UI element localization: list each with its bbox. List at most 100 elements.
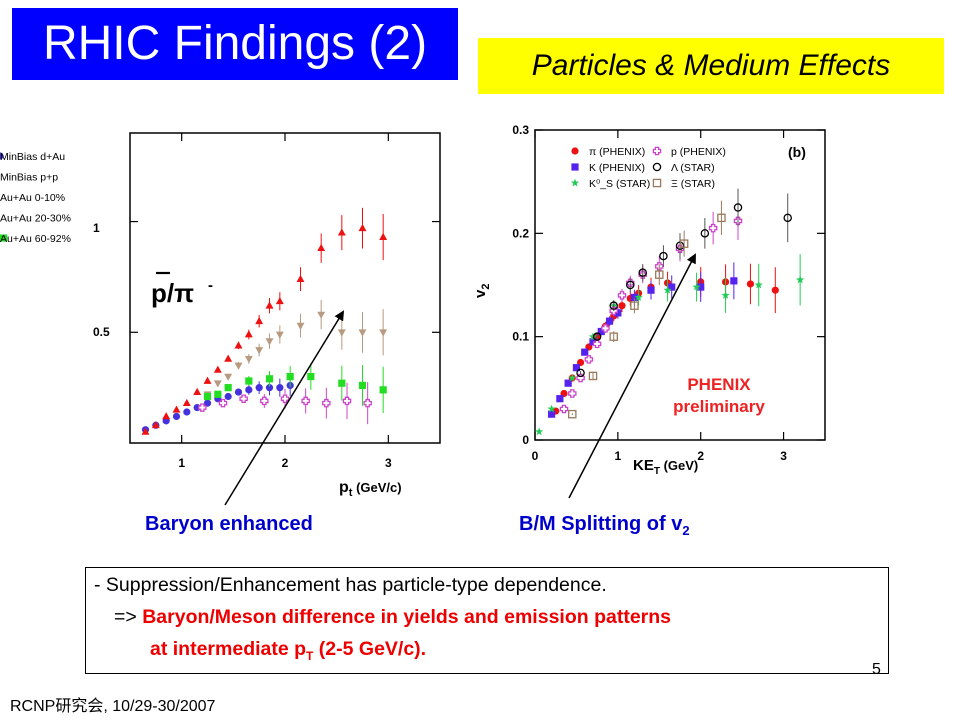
data-point (597, 327, 605, 336)
data-point (245, 386, 253, 394)
data-point (592, 332, 602, 341)
data-point (172, 412, 181, 421)
right-annotation-line1: PHENIX (687, 375, 751, 394)
legend-label: π (PHENIX) (589, 146, 645, 158)
data-point (588, 371, 598, 381)
left-ytick-label: 0.5 (93, 325, 110, 339)
data-point (214, 390, 222, 398)
data-point (783, 213, 792, 223)
data-point (358, 329, 367, 337)
data-point (796, 275, 805, 284)
note-highlight-2-sub: T (306, 648, 314, 663)
data-point (234, 388, 243, 396)
data-point (172, 405, 181, 413)
slide-title: RHIC Findings (2) (12, 8, 458, 80)
y-tick-label: 0.2 (512, 226, 529, 240)
data-point (568, 409, 577, 419)
data-point (659, 251, 668, 261)
left-xlabel-main: p (339, 479, 349, 496)
data-point (322, 398, 331, 408)
right-xlabel: KET (GeV) (633, 457, 698, 477)
data-point (255, 316, 264, 325)
data-point (668, 283, 676, 291)
legend-marker (652, 178, 662, 188)
data-point (547, 404, 556, 413)
data-point (265, 384, 274, 392)
data-point (337, 228, 346, 236)
x-tick-label: 2 (282, 456, 289, 470)
data-point (733, 203, 743, 212)
data-point (275, 296, 284, 305)
data-point (317, 311, 326, 319)
left-plot-frame (129, 132, 441, 444)
data-point (265, 301, 274, 309)
x-tick-label: 1 (615, 449, 622, 463)
legend-label: Λ (STAR) (671, 162, 715, 174)
data-point (617, 291, 627, 300)
right-plot-marks (535, 188, 805, 436)
right-ylabel-sub: 2 (480, 284, 492, 290)
data-point (218, 398, 228, 408)
left-plot-legend: MinBias d+Au MinBias p+p Au+Au 0-10% Au+Au … (0, 151, 71, 245)
x-tick-label: 1 (178, 456, 185, 470)
data-point (260, 396, 269, 406)
legend-marker (571, 163, 579, 171)
plot-border (534, 129, 826, 441)
data-point (234, 362, 243, 370)
data-point (630, 301, 639, 310)
data-point (592, 339, 602, 349)
data-point (721, 291, 730, 299)
data-point (162, 412, 171, 420)
right-ylabel: v2 (472, 284, 492, 298)
data-point (337, 329, 346, 337)
right-ylabel-main: v (472, 289, 489, 298)
legend-label: Au+Au 0-10% (0, 192, 65, 204)
legend-marker (0, 152, 4, 160)
caption-baryon-enhanced: Baryon enhanced (145, 513, 313, 535)
data-point (679, 239, 689, 248)
data-point (697, 283, 705, 291)
note-line-3: at intermediate pT (2-5 GeV/c). (150, 638, 426, 663)
data-point (568, 373, 577, 382)
data-point (239, 394, 248, 403)
data-point (244, 330, 253, 338)
data-point (363, 398, 372, 408)
slide-subtitle: Particles & Medium Effects (478, 38, 944, 94)
data-point (213, 365, 222, 373)
legend-label: Au+Au 60-92% (0, 233, 71, 245)
right-panel-label: (b) (788, 144, 806, 160)
data-point (255, 384, 263, 392)
data-point (746, 280, 755, 288)
left-xlabel-sub: t (349, 487, 353, 499)
data-point (576, 368, 585, 378)
caption-bm-splitting: B/M Splitting of v2 (519, 513, 690, 538)
legend-marker (0, 234, 8, 242)
left-plot-marks (141, 207, 388, 435)
note-arrow: => (114, 606, 143, 628)
left-ytick-label: 1 (93, 221, 100, 235)
data-point (245, 377, 253, 385)
data-point (276, 384, 284, 392)
data-point (754, 280, 763, 289)
data-point (234, 341, 243, 349)
data-point (379, 232, 388, 240)
data-point (255, 347, 264, 355)
data-point (379, 329, 388, 337)
legend-label: MinBias p+p (0, 172, 58, 184)
data-point (224, 373, 233, 381)
data-point (692, 282, 701, 291)
right-xlabel-sub: T (654, 466, 660, 477)
legend-label: Au+Au 20-30% (0, 213, 71, 225)
data-point (338, 379, 346, 387)
right-xlabel-unit: (GeV) (660, 458, 698, 473)
data-point (141, 427, 150, 435)
note-highlight-2: at intermediate p (150, 638, 307, 660)
x-tick-label: 3 (385, 456, 392, 470)
data-point (213, 380, 222, 388)
data-point (224, 384, 232, 392)
data-point (358, 381, 367, 390)
data-point (280, 394, 290, 403)
legend-marker (652, 146, 662, 156)
data-point (275, 331, 284, 339)
